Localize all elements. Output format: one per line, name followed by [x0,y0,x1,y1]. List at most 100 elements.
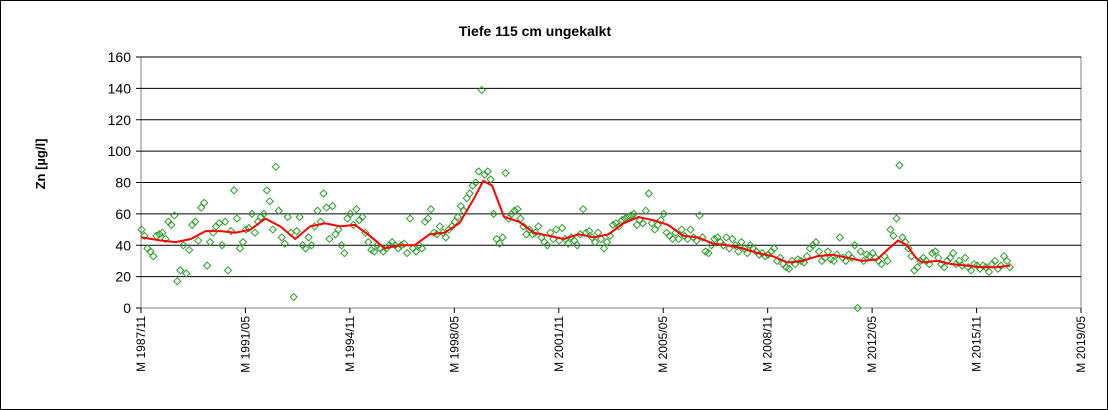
data-point [638,219,648,228]
data-point [250,228,260,237]
data-point [519,222,528,231]
data-point [379,247,388,256]
data-point [728,234,737,244]
data-point [453,212,463,222]
data-point [877,259,886,269]
data-point [892,214,901,223]
data-point [435,222,445,231]
data-point [832,250,842,259]
data-point [951,259,961,269]
y-tick-label: 40 [115,237,131,253]
data-point [304,233,313,242]
data-point [534,222,543,231]
data-point [319,189,328,198]
data-point [856,247,865,256]
data-point [659,209,668,219]
data-point [966,266,976,275]
x-tick-label: M 2012/05 [865,316,879,373]
data-point [229,186,239,195]
trend-line [141,179,1011,269]
data-point [674,234,683,244]
data-point [734,247,743,256]
y-tick-label: 0 [123,300,131,316]
data-point [137,225,146,234]
data-point [910,266,919,275]
data-point [769,244,779,253]
x-tick-label: M 2005/05 [656,316,670,373]
data-point [474,167,483,176]
data-point [513,204,522,214]
x-tick-label: M 1987/11 [134,316,148,372]
data-point [808,241,818,250]
data-point [692,236,701,245]
data-point [608,220,618,230]
data-point [355,215,364,225]
data-point [656,215,665,225]
data-point [202,261,212,270]
data-point [644,189,654,198]
y-tick-label: 120 [108,112,132,128]
data-point [883,256,892,266]
x-tick-label: M 2008/11 [761,316,775,372]
data-point [405,214,415,223]
data-point [352,204,361,214]
data-point [483,167,492,176]
data-point [244,223,254,233]
data-point [471,178,480,187]
x-tick-labels: M 1987/11 M 1991/05 M 1994/11 M 1998/05 M 20… [134,308,1088,373]
data-point [167,220,176,230]
data-point [584,226,594,236]
data-point [283,212,292,222]
data-point [370,247,379,256]
data-point [814,247,824,256]
data-point [599,244,609,253]
data-point [426,204,436,214]
data-point [886,225,895,234]
data-point [489,209,498,219]
data-point [817,256,827,266]
data-point [337,241,346,250]
data-point [578,204,588,214]
data-point [340,248,349,258]
data-point [990,256,1000,266]
data-point [328,201,337,211]
data-point [596,234,606,244]
data-point [205,237,215,247]
data-point [420,217,430,226]
data-point [677,225,686,234]
data-point [364,237,373,247]
x-tick-label: M 1998/05 [447,316,461,373]
grid-lines [141,56,1081,278]
data-point [686,225,695,234]
data-point [256,212,266,222]
data-point [913,263,922,272]
y-tick-labels: 0 20 40 60 80 100 120 140 160 [108,49,141,316]
data-point [176,266,185,275]
data-point [220,217,230,226]
data-point [155,230,164,239]
data-point [384,241,394,250]
data-point [262,186,272,195]
data-point [238,237,248,247]
data-point [399,239,409,248]
data-point [140,231,149,241]
y-tick-label: 20 [115,269,131,285]
data-point [232,214,242,223]
data-point [572,241,582,250]
data-point [396,241,406,250]
data-point [247,209,257,219]
data-point [259,209,269,219]
data-point [784,264,794,273]
data-point [510,206,519,215]
data-point [889,231,898,241]
data-point [775,253,785,263]
data-point [853,303,862,313]
data-point [558,223,567,233]
y-tick-label: 100 [108,143,132,159]
data-point [698,233,707,242]
data-point [626,211,636,220]
data-point [325,234,334,244]
data-point [280,239,289,248]
